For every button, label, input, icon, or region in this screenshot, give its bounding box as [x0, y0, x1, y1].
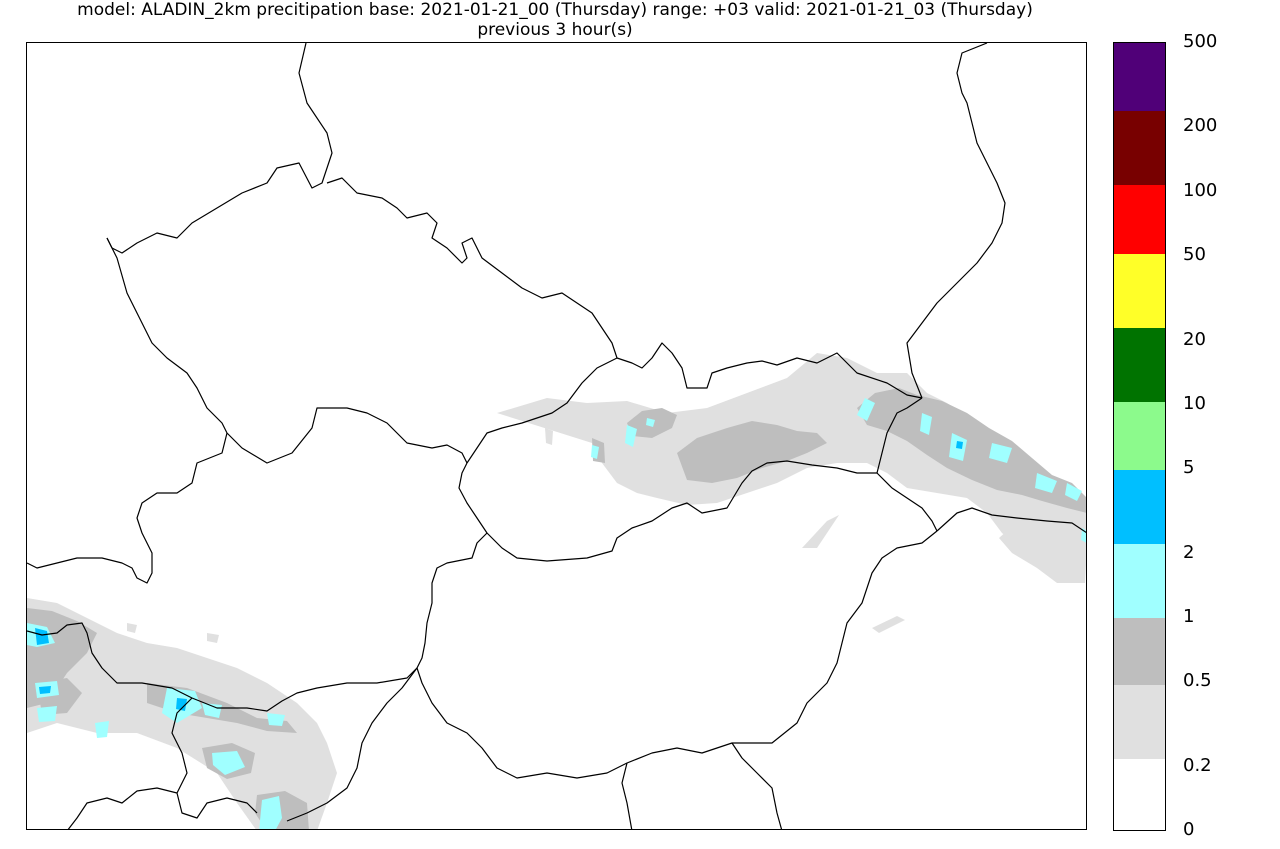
border-line — [906, 43, 1006, 399]
precipitation-color-scale — [1113, 42, 1166, 831]
border-line — [876, 472, 938, 532]
legend-swatch — [1114, 185, 1165, 254]
precip-area-cyan — [591, 445, 599, 459]
precip-area-light — [207, 633, 219, 643]
border-line — [27, 532, 488, 712]
legend-label: 0.5 — [1183, 670, 1212, 691]
legend-swatch — [1114, 618, 1165, 685]
border-line — [936, 507, 1086, 534]
border-line — [621, 762, 633, 829]
border-line — [466, 357, 618, 464]
border-line — [27, 432, 228, 584]
precip-area-moderate — [857, 388, 1086, 513]
border-line — [731, 742, 783, 829]
border-line — [171, 697, 258, 819]
border-line — [416, 530, 938, 779]
precip-area-cyan — [95, 721, 109, 738]
legend-swatch — [1114, 254, 1165, 328]
precipitation-map — [26, 42, 1087, 830]
border-line — [67, 787, 178, 829]
border-line — [106, 43, 333, 254]
legend-swatch — [1114, 402, 1165, 470]
legend-swatch — [1114, 685, 1165, 759]
precip-area-cyan — [920, 413, 932, 435]
legend-label: 200 — [1183, 115, 1218, 136]
legend-label: 0 — [1183, 819, 1195, 840]
precip-area-cyan — [625, 425, 637, 447]
map-canvas — [27, 43, 1086, 829]
precip-area-cyan — [212, 751, 245, 775]
country-borders — [27, 43, 1086, 829]
border-line — [616, 342, 923, 399]
precip-area-blue — [39, 686, 51, 694]
border-line — [226, 407, 468, 464]
precip-area-cyan — [989, 443, 1012, 463]
precip-area-blue — [176, 698, 187, 711]
legend-label: 0.2 — [1183, 755, 1212, 776]
legend-label: 2 — [1183, 542, 1195, 563]
map-title: model: ALADIN_2km precitipation base: 20… — [77, 0, 1033, 20]
map-subtitle: previous 3 hour(s) — [477, 20, 633, 40]
legend-swatch — [1114, 544, 1165, 618]
border-line — [106, 237, 228, 434]
legend-swatch — [1114, 111, 1165, 185]
precip-area-cyan — [1035, 473, 1057, 493]
legend-label: 500 — [1183, 31, 1218, 52]
border-line — [876, 397, 923, 474]
precip-area-cyan — [202, 703, 222, 718]
precip-area-cyan — [37, 706, 57, 722]
legend-label: 20 — [1183, 329, 1206, 350]
legend-swatch — [1114, 43, 1165, 111]
legend-swatch — [1114, 759, 1165, 830]
precip-area-light — [545, 428, 553, 445]
legend-label: 1 — [1183, 606, 1195, 627]
precip-area-cyan — [267, 713, 285, 726]
precip-area-light — [127, 623, 137, 633]
legend-swatch — [1114, 328, 1165, 402]
legend-label: 100 — [1183, 180, 1218, 201]
border-line — [326, 177, 618, 359]
border-line — [458, 460, 877, 562]
precip-area-blue — [35, 628, 49, 645]
legend-label: 5 — [1183, 457, 1195, 478]
precip-area-blue — [956, 441, 963, 449]
precip-area-light — [802, 515, 839, 548]
legend-swatch — [1114, 470, 1165, 544]
precipitation-layer — [27, 353, 1086, 829]
legend-label: 50 — [1183, 244, 1206, 265]
border-line — [286, 667, 418, 822]
precip-area-light — [872, 616, 905, 633]
precip-area-cyan — [646, 418, 655, 427]
precip-area-cyan — [1065, 483, 1082, 501]
legend-label: 10 — [1183, 393, 1206, 414]
precip-area-moderate — [677, 421, 827, 483]
precip-area-light — [999, 513, 1086, 583]
precip-area-cyan — [259, 796, 282, 829]
precip-area-cyan — [857, 398, 875, 421]
